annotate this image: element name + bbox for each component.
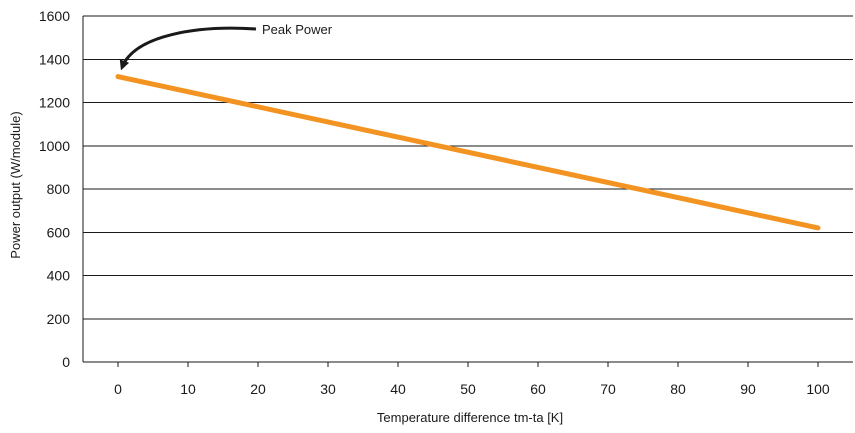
y-tick-label: 800 xyxy=(47,181,71,197)
x-tick-label: 30 xyxy=(320,381,336,397)
x-axis-title: Temperature difference tm-ta [K] xyxy=(377,410,563,425)
gridlines xyxy=(83,15,853,363)
y-tick-label: 600 xyxy=(47,224,71,240)
x-tick-label: 0 xyxy=(114,381,122,397)
y-tick-label: 200 xyxy=(47,311,71,327)
y-tick-label: 1400 xyxy=(39,51,70,67)
x-tick-label: 80 xyxy=(670,381,686,397)
x-tick-label: 40 xyxy=(390,381,406,397)
x-tick-label: 90 xyxy=(740,381,756,397)
y-tick-label: 400 xyxy=(47,268,71,284)
annotation-label: Peak Power xyxy=(262,22,333,37)
x-tick-label: 60 xyxy=(530,381,546,397)
x-tick-label: 10 xyxy=(180,381,196,397)
axes: 0 200 400 600 800 1000 1200 1400 1600 0 10 20 30 40 50… xyxy=(39,8,830,397)
annotation-arrow xyxy=(119,26,257,71)
y-tick-label: 1200 xyxy=(39,95,70,111)
series-line xyxy=(115,74,821,231)
annotations: Peak Power xyxy=(119,22,333,71)
series-layer xyxy=(115,74,821,231)
y-axis-title: Power output (W/module) xyxy=(8,111,23,258)
y-tick-label: 1000 xyxy=(39,138,70,154)
x-tick-label: 50 xyxy=(460,381,476,397)
y-tick-label: 1600 xyxy=(39,8,70,24)
y-tick-label: 0 xyxy=(62,354,70,370)
x-tick-label: 70 xyxy=(600,381,616,397)
x-tick-label: 20 xyxy=(250,381,266,397)
x-tick-label: 100 xyxy=(806,381,830,397)
